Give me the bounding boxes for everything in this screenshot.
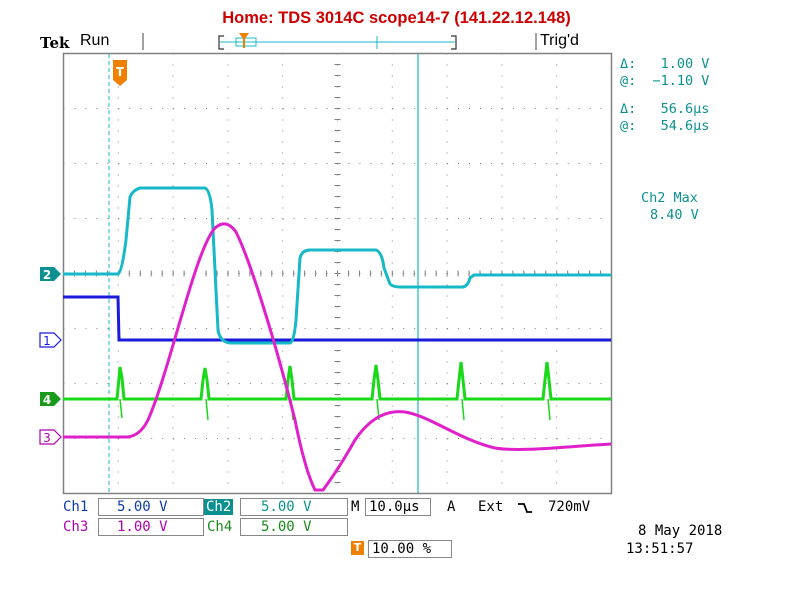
trigger-position-value: 10.00 % [368,540,452,558]
falling-edge-icon [518,503,532,513]
ch2-ground-marker: 2 [40,267,61,282]
ch1-label: Ch1 [63,499,89,515]
measurement-label: Ch2 Max [641,190,698,206]
ch4-label: Ch4 [207,519,233,535]
trigger-mode: A [447,499,456,515]
time-label: 13:51:57 [626,541,694,557]
cursor-t-at: @: 54.6µs [620,118,710,134]
trigger-state: Trig'd [540,32,579,49]
record-bar [142,33,537,50]
svg-text:1: 1 [43,334,51,348]
ch2-label: Ch2 [204,499,234,515]
waveforms [63,186,612,492]
ch1-scale: 5.00 V [98,498,204,516]
ch4-ground-marker: 4 [40,392,61,407]
ch3-trace [63,222,612,492]
ch4-scale: 5.00 V [240,518,348,536]
ch2-trace [63,186,611,345]
ch1-ground-marker: 1 [39,332,62,348]
trigger-position-icon: T [351,541,364,555]
trigger-t-marker: T [113,60,127,86]
svg-text:T: T [116,65,125,79]
ch3-scale: 1.00 V [98,518,204,536]
svg-text:4: 4 [43,393,51,407]
cursor-v-delta: Δ: 1.00 V [620,56,710,72]
svg-text:3: 3 [43,431,51,445]
trigger-level: 720mV [548,499,591,515]
measurement-value: 8.40 V [650,207,699,223]
ch3-ground-marker: 3 [39,429,62,445]
run-state: Run [80,32,110,49]
timebase-mode: M [351,499,360,515]
cursor-v-at: @: −1.10 V [620,73,710,89]
cursor-t-delta: Δ: 56.6µs [620,101,710,117]
ch2-scale: 5.00 V [240,498,348,516]
brand-logo: Tek [40,34,70,52]
window-title: Home: TDS 3014C scope14-7 (141.22.12.148… [222,9,571,27]
svg-text:2: 2 [43,268,51,282]
ch3-label: Ch3 [63,519,89,535]
date-label: 8 May 2018 [638,523,723,539]
trigger-source: Ext [478,499,504,515]
ch4-trace [63,361,611,401]
ch1-trace [63,295,611,342]
trigger-position-icon [239,33,249,40]
timebase-scale: 10.0µs [365,498,431,516]
